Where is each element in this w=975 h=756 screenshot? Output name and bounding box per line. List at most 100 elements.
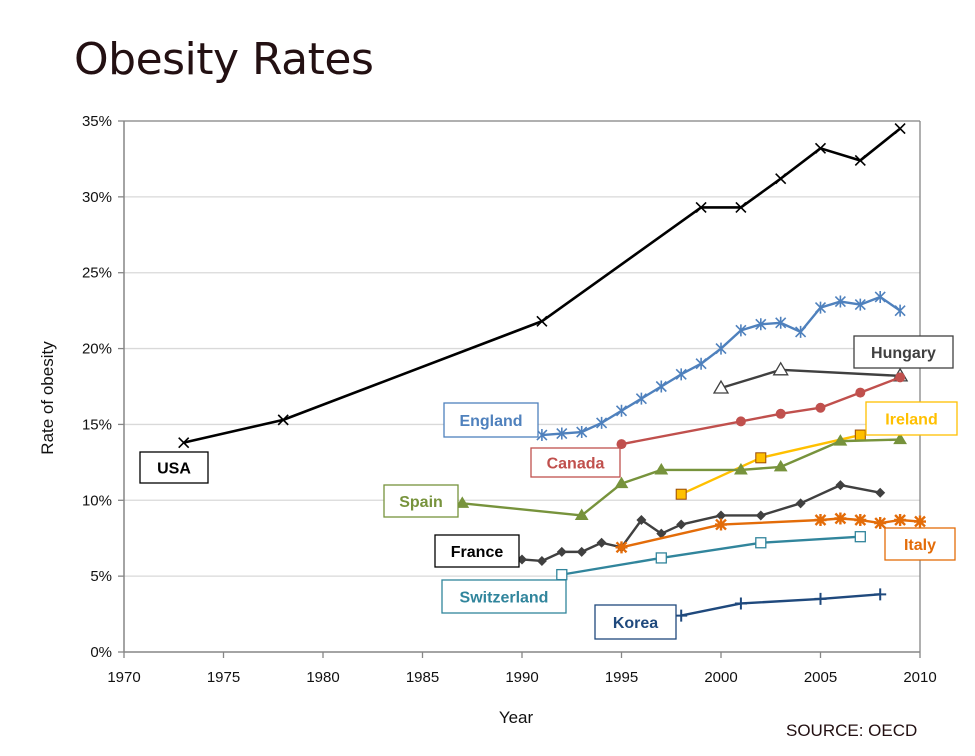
label-text: France [451,544,504,561]
series-usa [178,123,906,449]
x-marker [735,201,747,214]
star-marker [814,514,827,527]
data-point [277,414,289,426]
circle-marker [775,408,786,419]
data-point [814,592,827,605]
series-italy [615,512,926,554]
label-box [884,527,956,561]
series-label-ireland: Ireland [865,401,958,436]
series-label-italy: Italy [884,527,956,561]
square-marker [755,452,767,464]
asterisk-marker [814,301,827,314]
data-point [576,426,588,439]
data-point [615,541,628,554]
data-point [814,514,827,527]
source-note: SOURCE: OECD [786,721,918,740]
series-group [178,123,926,622]
data-point [775,408,786,419]
asterisk-marker [655,380,667,393]
triangle-marker [893,432,907,445]
x-marker [894,123,906,135]
star-marker [914,515,926,528]
data-point [656,528,667,539]
x-marker [814,142,827,154]
asterisk-marker [874,290,886,303]
triangle-marker [614,476,629,489]
data-point [834,295,846,308]
label-box [853,335,954,369]
data-point [834,512,847,525]
x-tick-label: 1975 [207,669,240,686]
x-tick-label: 1995 [605,669,638,686]
series-ireland [675,429,866,500]
data-point [874,588,887,601]
series-line [621,376,901,446]
series-label-canada: Canada [530,447,621,478]
asterisk-marker [576,426,588,439]
series-labels: USA England Hungary Canada Ireland Spain Franc… [139,335,958,640]
data-point [894,304,906,317]
x-marker [536,315,548,327]
label-box [865,401,958,436]
diamond-marker [556,546,567,557]
diamond-marker [636,515,647,526]
x-marker [695,201,707,214]
data-point [835,480,846,491]
data-point [854,154,866,167]
y-tick-label: 5% [90,568,112,585]
diamond-marker [676,519,687,530]
asterisk-marker [834,295,846,308]
label-text: Ireland [885,412,937,429]
square-marker [556,568,568,581]
series-line [521,483,881,563]
data-point [914,515,926,528]
asterisk-marker [556,427,568,440]
diamond-marker [656,528,667,539]
triangle-marker [734,462,748,475]
x-tick-label: 1980 [306,669,339,686]
data-point [874,290,886,303]
square-marker [854,531,866,543]
data-point [755,452,767,464]
data-point [536,555,547,566]
axes [118,120,921,658]
series-label-spain: Spain [383,484,459,518]
data-point [755,510,766,521]
series-line [462,438,901,517]
data-point [596,416,608,429]
asterisk-marker [795,325,807,338]
triangle-marker [455,496,470,508]
diamond-marker [716,510,726,521]
data-point [855,387,866,398]
asterisk-marker [695,357,707,370]
data-point [854,429,866,441]
x-marker [775,173,787,185]
square-marker [854,429,866,441]
circle-marker [895,372,906,383]
square-marker [655,552,667,564]
data-point [735,416,746,427]
asterisk-marker [854,298,866,311]
asterisk-marker [596,416,608,429]
label-text: Korea [613,615,658,632]
data-point [814,301,827,314]
data-point [654,462,669,475]
star-marker [894,514,907,527]
data-point [795,325,807,338]
label-text: Hungary [871,345,936,362]
data-point [814,142,827,154]
star-marker [854,514,867,527]
series-line [720,368,901,390]
diamond-marker [835,480,846,491]
y-tick-label: 25% [82,265,112,282]
label-box [530,447,621,478]
series-label-france: France [434,534,520,568]
y-tick-label: 0% [90,644,112,661]
data-point [178,437,190,449]
y-tick-label: 35% [82,113,112,130]
triangle-marker [833,434,848,446]
data-point [596,537,607,548]
asterisk-marker [755,318,767,331]
triangle-marker [773,459,788,472]
